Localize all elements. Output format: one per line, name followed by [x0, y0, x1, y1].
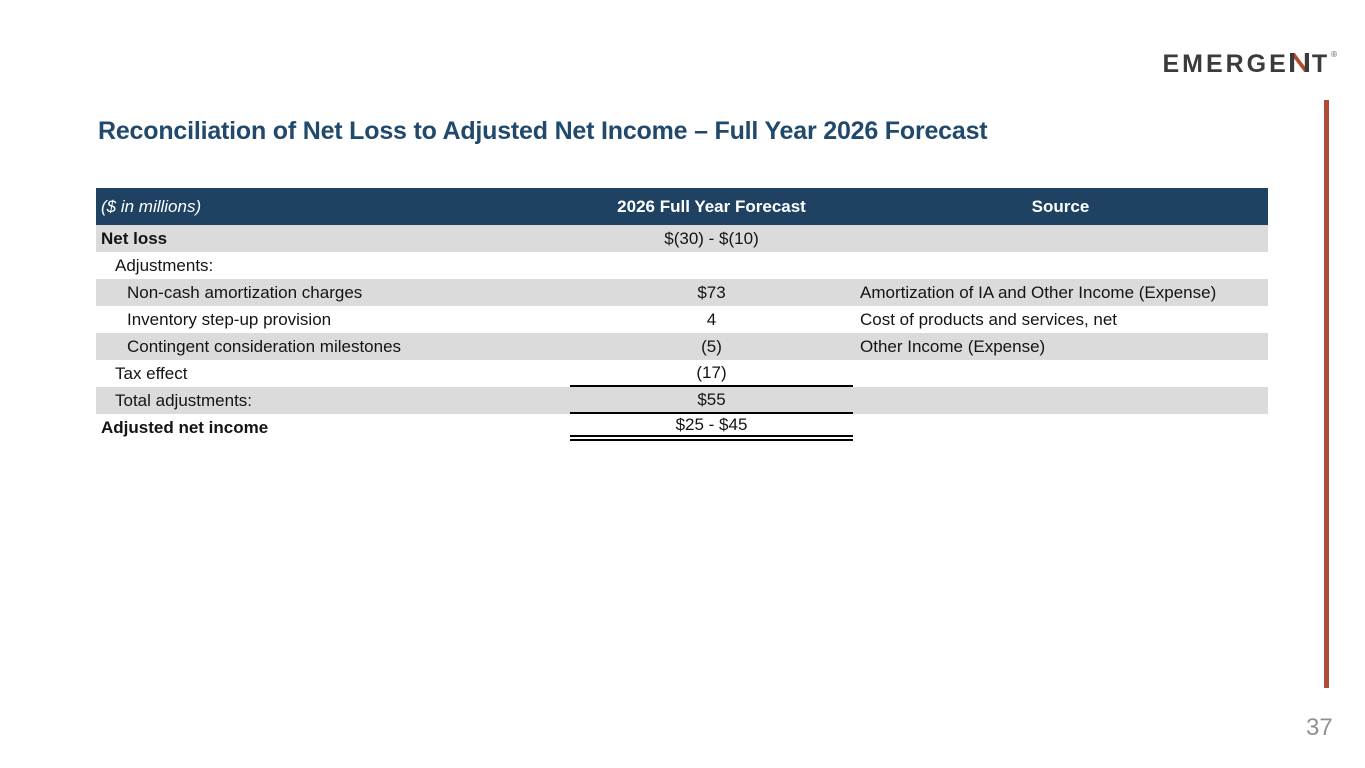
header-forecast: 2026 Full Year Forecast: [617, 196, 806, 216]
row-label: Total adjustments:: [115, 390, 253, 410]
logo-n-icon: [1289, 53, 1309, 72]
accent-vertical-line: [1324, 100, 1329, 688]
row-source: Cost of products and services, net: [860, 309, 1118, 329]
row-value: [570, 252, 853, 279]
table-row: Adjustments:: [96, 252, 1268, 279]
logo-text-left: EMERGE: [1162, 50, 1289, 78]
table-row: Net loss $(30) - $(10): [96, 225, 1268, 252]
logo-text-right: T: [1311, 50, 1331, 78]
page-title: Reconciliation of Net Loss to Adjusted N…: [98, 117, 988, 145]
row-source: Other Income (Expense): [860, 336, 1046, 356]
table-row: Total adjustments: $55: [96, 387, 1268, 414]
page-number: 37: [1306, 714, 1333, 741]
row-source: [853, 414, 1268, 441]
row-label: Contingent consideration milestones: [127, 336, 402, 356]
row-source: [853, 387, 1268, 414]
row-value: $73: [697, 282, 726, 302]
row-source: [853, 225, 1268, 252]
row-label: Tax effect: [115, 363, 188, 383]
row-value: $55: [570, 387, 853, 414]
row-label: Net loss: [101, 228, 168, 248]
row-value: (5): [701, 336, 722, 356]
row-label: Non-cash amortization charges: [127, 282, 363, 302]
row-value: $25 - $45: [570, 414, 853, 441]
row-source: [853, 360, 1268, 387]
table-row: Tax effect (17): [96, 360, 1268, 387]
table-body: Net loss $(30) - $(10) Adjustments: Non-…: [96, 225, 1268, 441]
table-row: Non-cash amortization charges $73 Amorti…: [96, 279, 1268, 306]
emergent-logo: EMERGE T ®: [1162, 50, 1337, 78]
table-row: Contingent consideration milestones (5) …: [96, 333, 1268, 360]
row-label: Adjusted net income: [101, 417, 269, 437]
registered-trademark: ®: [1331, 50, 1337, 59]
row-value: $(30) - $(10): [664, 228, 759, 248]
row-source: Amortization of IA and Other Income (Exp…: [860, 282, 1217, 302]
row-value: 4: [706, 309, 717, 329]
reconciliation-table: ($ in millions) 2026 Full Year Forecast …: [96, 188, 1268, 441]
header-measure: ($ in millions): [101, 196, 202, 216]
row-label: Adjustments:: [115, 255, 214, 275]
header-source: Source: [1031, 196, 1090, 216]
row-value: (17): [570, 360, 853, 387]
table-header-row: ($ in millions) 2026 Full Year Forecast …: [96, 188, 1268, 225]
row-label: Inventory step-up provision: [127, 309, 332, 329]
table-row: Inventory step-up provision 4 Cost of pr…: [96, 306, 1268, 333]
row-source: [853, 252, 1268, 279]
table-row: Adjusted net income $25 - $45: [96, 414, 1268, 441]
